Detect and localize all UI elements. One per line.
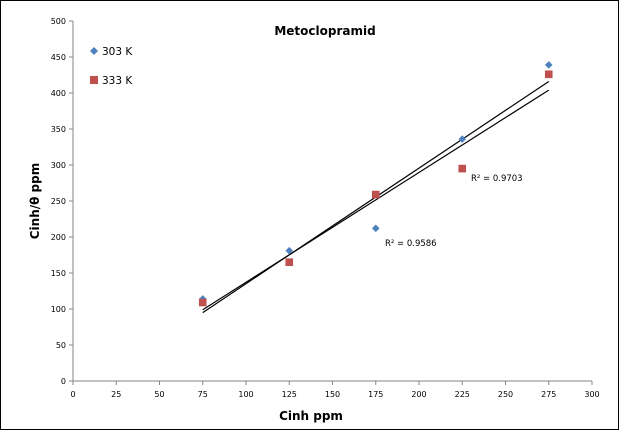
- legend-entry-303k: 303 K: [90, 46, 133, 58]
- x-tick-label: 75: [198, 390, 208, 399]
- data-point-333k: [458, 164, 467, 173]
- x-tick-label: 25: [111, 390, 121, 399]
- y-tick-label: 100: [51, 305, 66, 314]
- x-tick-label: 150: [325, 390, 340, 399]
- trendline-333k: [202, 89, 550, 311]
- legend-square-marker: [90, 76, 98, 84]
- data-point-303k: [458, 135, 467, 143]
- x-axis-label: Cinh ppm: [279, 409, 343, 423]
- data-point-303k: [544, 61, 553, 69]
- legend: 303 K 333 K: [90, 46, 133, 87]
- r2-label-303k: R² = 0.9586: [385, 239, 437, 249]
- y-axis-label: Cinh/θ ppm: [28, 163, 42, 240]
- data-points: [198, 61, 553, 307]
- x-tick-label: 0: [70, 390, 75, 399]
- x-tick-label: 250: [498, 390, 513, 399]
- y-tick-label: 150: [51, 269, 66, 278]
- x-tick-label: 125: [282, 390, 297, 399]
- data-point-303k: [285, 246, 294, 255]
- x-tick-label: 50: [154, 390, 164, 399]
- x-tick-label: 225: [455, 390, 470, 399]
- y-tick-label: 50: [56, 341, 66, 350]
- x-tick-label: 200: [411, 390, 426, 399]
- x-tick-label: 275: [541, 390, 556, 399]
- y-tick-label: 400: [51, 89, 66, 98]
- legend-diamond-marker: [90, 47, 98, 55]
- y-tick-label: 250: [51, 197, 66, 206]
- y-tick-label: 0: [61, 377, 66, 386]
- y-tick-label: 350: [51, 125, 66, 134]
- data-point-333k: [285, 258, 294, 266]
- data-point-333k: [198, 298, 207, 307]
- legend-entry-333k: 333 K: [90, 75, 133, 87]
- y-tick-label: 200: [51, 233, 66, 242]
- data-point-333k: [544, 70, 553, 79]
- y-tick-label: 450: [51, 53, 66, 62]
- r2-label-333k: R² = 0.9703: [471, 174, 523, 184]
- x-tick-label: 175: [368, 390, 383, 399]
- legend-label-333k: 333 K: [102, 75, 133, 87]
- x-tick-label: 300: [584, 390, 599, 399]
- data-point-303k: [371, 224, 380, 233]
- chart-axes: 0 50 100 150 200 250 300 350 400 450 500 0 25 50 75 100…: [51, 17, 600, 399]
- y-tick-label: 500: [51, 17, 66, 26]
- x-tick-label: 100: [238, 390, 253, 399]
- legend-label-303k: 303 K: [102, 46, 133, 58]
- y-tick-label: 300: [51, 161, 66, 170]
- data-point-333k: [371, 190, 380, 199]
- chart-title: Metoclopramid: [274, 24, 375, 38]
